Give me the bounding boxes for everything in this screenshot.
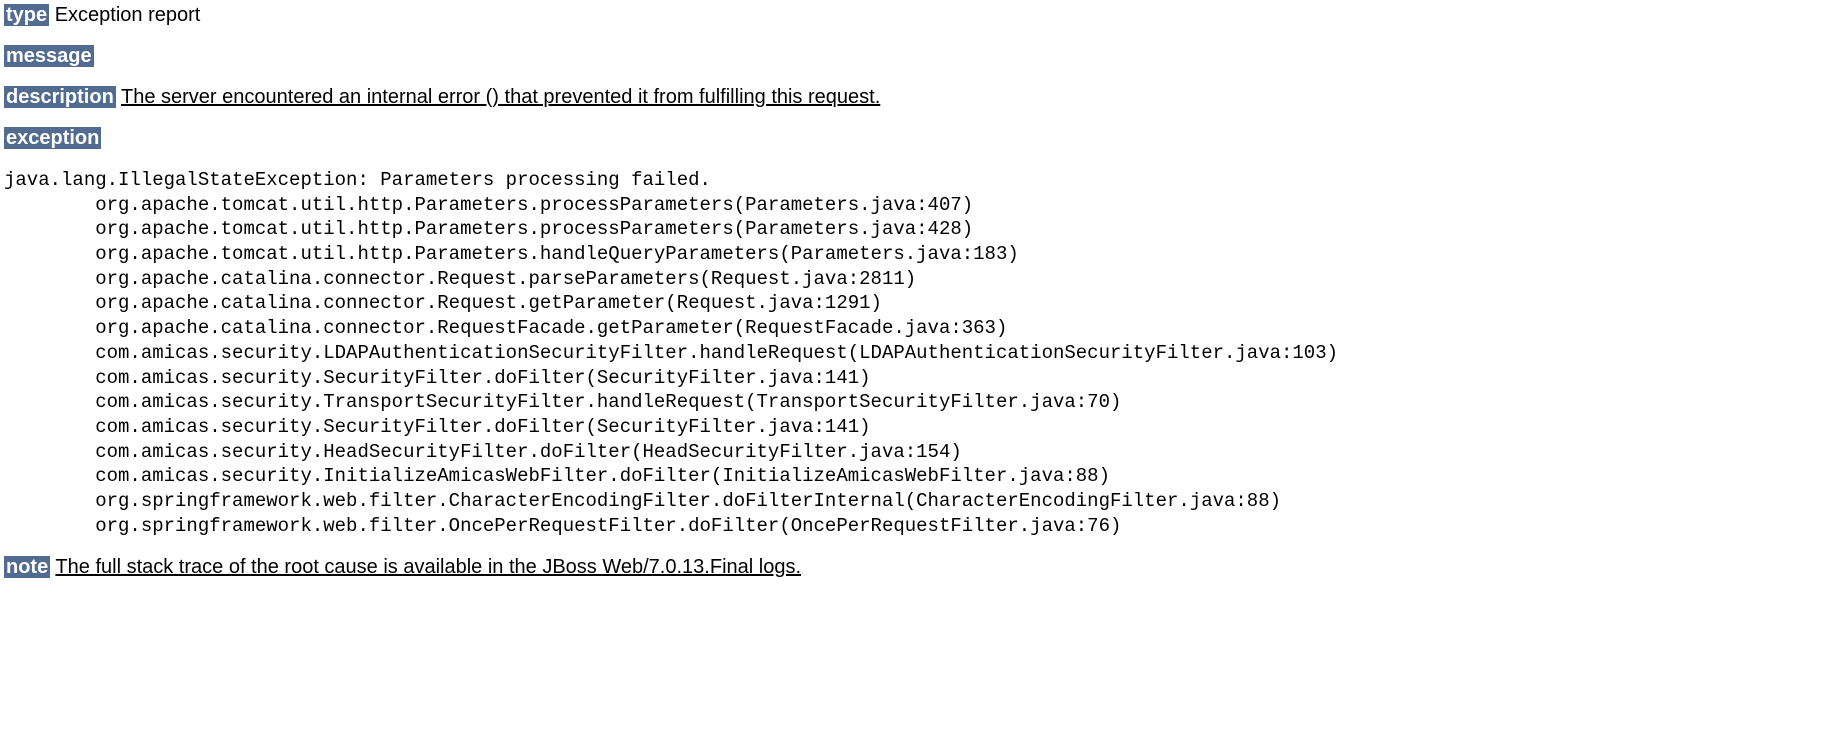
message-row: message <box>4 45 1840 68</box>
exception-row: exception <box>4 127 1840 150</box>
type-label: type <box>4 4 49 26</box>
type-row: type Exception report <box>4 4 1840 27</box>
note-value: The full stack trace of the root cause i… <box>55 556 801 578</box>
description-value: The server encountered an internal error… <box>121 86 880 108</box>
description-row: description The server encountered an in… <box>4 86 1840 109</box>
message-label: message <box>4 45 94 67</box>
stacktrace: java.lang.IllegalStateException: Paramet… <box>4 168 1840 538</box>
type-value-text: Exception report <box>55 4 201 26</box>
note-label: note <box>4 556 50 578</box>
note-row: note The full stack trace of the root ca… <box>4 556 1840 579</box>
description-label: description <box>4 86 116 108</box>
exception-label: exception <box>4 127 101 149</box>
